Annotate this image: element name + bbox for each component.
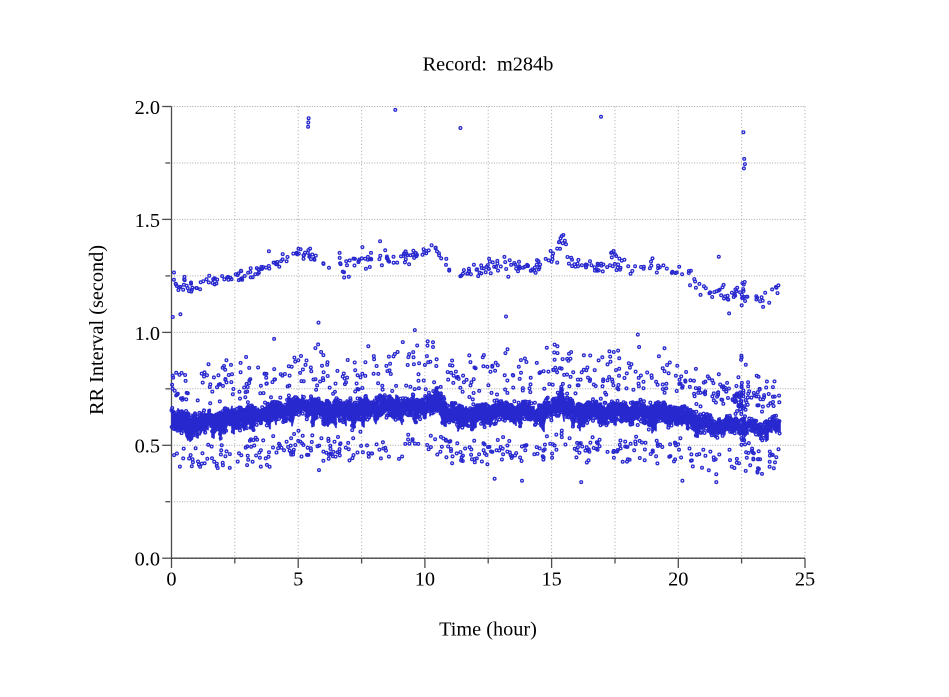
svg-text:0.0: 0.0 [135, 549, 160, 571]
svg-text:0: 0 [166, 569, 176, 591]
svg-text:1.5: 1.5 [135, 210, 160, 232]
svg-text:Time (hour): Time (hour) [439, 619, 537, 641]
svg-text:0.5: 0.5 [135, 436, 160, 458]
svg-text:2.0: 2.0 [135, 97, 160, 119]
svg-text:25: 25 [795, 569, 815, 591]
svg-text:20: 20 [668, 569, 688, 591]
svg-text:Record: m284b: Record: m284b [423, 54, 554, 76]
svg-text:1.0: 1.0 [135, 323, 160, 345]
svg-text:RR Interval (second): RR Interval (second) [86, 245, 108, 415]
svg-text:15: 15 [541, 569, 561, 591]
svg-text:5: 5 [293, 569, 303, 591]
svg-text:10: 10 [415, 569, 435, 591]
